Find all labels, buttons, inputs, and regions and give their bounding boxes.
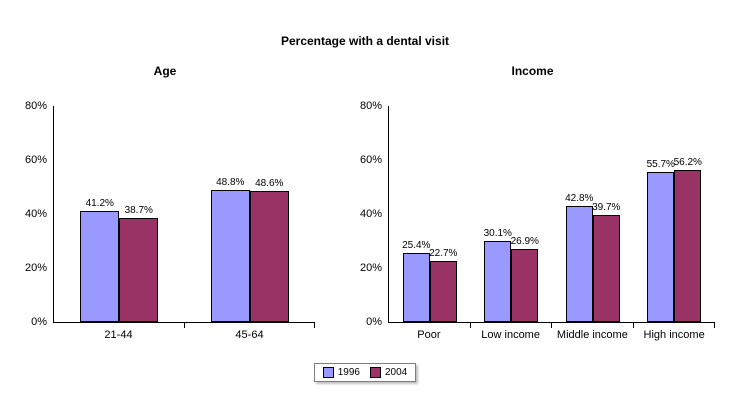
x-axis-label: Low income [481,329,540,341]
bar-2004 [511,249,539,322]
bar-column: 22.7% [429,247,458,322]
bar-column: 25.4% [402,240,431,322]
y-axis-tick-label: 40% [24,208,47,220]
bar-column: 41.2% [80,197,120,322]
x-axis-tick [714,323,715,328]
bar-column: 42.8% [565,193,594,322]
bar-column: 39.7% [592,201,621,322]
income-chart-area: 0% 20% 40% 60% 80% 25.4% 22.7% 30.1% 26.9% 42.8%… [350,100,716,328]
y-axis-tick-label: 20% [24,262,47,274]
income-panel-title: Income [511,64,554,78]
income-y-axis: 0% 20% 40% 60% 80% [350,100,388,328]
age-bar-chart: 0% 20% 40% 60% 80% 41.2% 38.7% 48.8% 48.6% 21-4… [15,100,316,341]
bar-column: 26.9% [510,236,539,322]
bar-group: 55.7% 56.2% [634,106,716,322]
x-axis-tick [183,323,185,328]
bar-value-label: 38.7% [124,204,153,216]
y-axis-tick-label: 20% [359,262,382,274]
y-axis-tick-label: 0% [31,316,47,328]
panel-age: Age 0% 20% 40% 60% 80% 41.2% 38.7% 48.8% 48.6% … [15,64,315,341]
legend-item-2004: 2004 [370,367,407,378]
x-axis-label: 21-44 [104,329,133,341]
y-axis-tick-label: 80% [359,100,382,112]
panel-income: Income 0% 20% 40% 60% 80% 25.4% 22.7% 30.1% 26.… [350,64,715,341]
bar-value-label: 56.2% [673,157,702,169]
bar-value-label: 48.8% [216,177,245,189]
bar-column: 30.1% [483,227,512,322]
bar-2004 [119,217,159,322]
legend-swatch-1996 [322,367,334,378]
bar-2004 [249,190,289,322]
chart-legend: 1996 2004 [313,363,417,382]
x-axis-label: Poor [417,329,441,341]
income-plot-area: 25.4% 22.7% 30.1% 26.9% 42.8% 39.7% 55.7% 56.2% [388,106,716,328]
bar-2004 [429,260,457,322]
age-panel-title: Age [153,64,177,78]
age-x-axis-labels: 21-44 45-64 [53,323,315,341]
bar-group: 48.8% 48.6% [185,106,316,322]
y-axis-tick-label: 80% [24,100,47,112]
y-axis-tick-label: 40% [359,208,382,220]
legend-row: 1996 2004 [0,363,730,382]
bar-value-label: 55.7% [646,158,675,170]
bar-value-label: 26.9% [510,236,539,248]
age-chart-area: 0% 20% 40% 60% 80% 41.2% 38.7% 48.8% 48.6% [15,100,316,328]
y-axis-tick-label: 60% [359,154,382,166]
bar-column: 56.2% [673,157,702,322]
age-plot-area: 41.2% 38.7% 48.8% 48.6% [53,106,316,328]
bar-column: 48.8% [210,177,250,322]
bar-column: 55.7% [646,158,675,322]
bar-group: 30.1% 26.9% [471,106,553,322]
bar-1996 [210,190,250,322]
bar-1996 [402,253,430,322]
bar-group: 25.4% 22.7% [389,106,471,322]
y-axis-tick-label: 0% [366,316,382,328]
bar-column: 38.7% [119,204,159,322]
bar-group: 41.2% 38.7% [54,106,185,322]
x-axis-tick [469,323,471,328]
bar-value-label: 39.7% [592,201,621,213]
bar-column: 48.6% [249,177,289,322]
chart-panels: Age 0% 20% 40% 60% 80% 41.2% 38.7% 48.8% 48.6% … [0,64,730,341]
x-axis-label: Middle income [556,329,628,341]
income-bar-chart: 0% 20% 40% 60% 80% 25.4% 22.7% 30.1% 26.9% 42.8%… [350,100,716,341]
bar-1996 [80,210,120,322]
age-y-axis: 0% 20% 40% 60% 80% [15,100,53,328]
legend-label-2004: 2004 [385,367,408,378]
chart-title: Percentage with a dental visit [280,34,450,48]
legend-label-1996: 1996 [337,367,360,378]
x-axis-tick [314,323,315,328]
y-axis-tick-label: 60% [24,154,47,166]
bar-group: 42.8% 39.7% [552,106,634,322]
bar-value-label: 25.4% [402,240,431,252]
legend-item-1996: 1996 [322,367,360,378]
x-axis-tick [632,323,634,328]
x-axis-label: High income [643,329,705,341]
bar-2004 [592,214,620,322]
bar-1996 [565,206,593,322]
bar-1996 [484,240,512,322]
bar-value-label: 42.8% [565,193,594,205]
x-axis-label: 45-64 [235,329,264,341]
x-axis-tick [551,323,552,328]
bar-value-label: 30.1% [483,227,512,239]
bar-value-label: 22.7% [429,247,458,259]
bar-2004 [674,170,702,322]
legend-swatch-2004 [370,367,381,378]
income-x-axis-labels: Poor Low income Middle income High income [388,323,715,341]
bar-value-label: 41.2% [85,197,114,209]
bar-value-label: 48.6% [255,177,284,189]
bar-1996 [647,171,675,322]
